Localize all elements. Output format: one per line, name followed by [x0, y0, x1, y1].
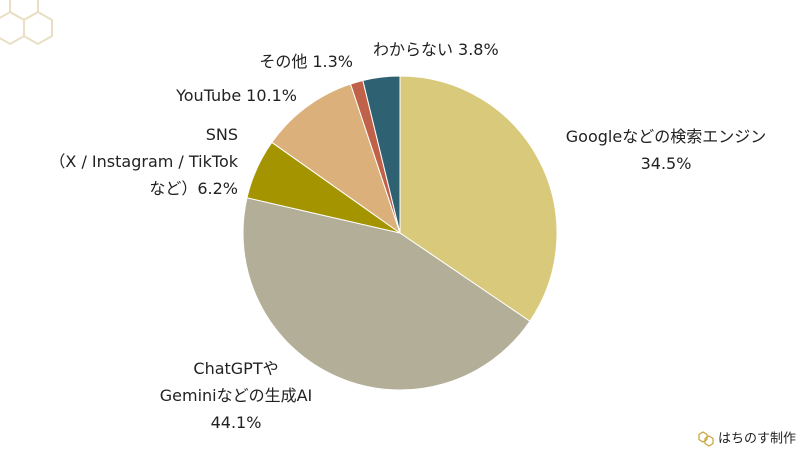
label-line: SNS: [206, 125, 238, 144]
value-label: 1.3%: [312, 52, 353, 71]
label-line: ChatGPTや: [193, 359, 278, 378]
slice-label: わからない 3.8%: [373, 40, 499, 59]
value-label: 10.1%: [246, 86, 297, 105]
slice-label: ChatGPTや Geminiなどの生成AI 44.1%: [160, 359, 313, 432]
label-line: わからない: [373, 40, 453, 59]
pie-slice: [399, 75, 558, 322]
pie-slice: [362, 75, 401, 234]
value-label: 34.5%: [641, 154, 692, 173]
slice-label: YouTube 10.1%: [175, 86, 297, 105]
label-line: Googleなどの検索エンジン: [566, 127, 766, 146]
label-line: Geminiなどの生成AI: [160, 386, 313, 405]
pie-slice: [271, 83, 401, 235]
label-line: YouTube: [175, 86, 241, 105]
watermark-logo: [698, 431, 714, 447]
pie-slice: [242, 197, 531, 391]
slice-label: SNS （X / Instagram / TikTok など）6.2%: [49, 125, 238, 198]
label-line: など）: [149, 179, 197, 198]
slice-label: Googleなどの検索エンジン 34.5%: [566, 127, 766, 173]
value-label: 44.1%: [211, 413, 262, 432]
slice-label: その他 1.3%: [259, 52, 353, 71]
watermark: はちのす制作: [718, 432, 796, 447]
label-line: その他: [259, 52, 307, 71]
value-label: 6.2%: [197, 179, 238, 198]
label-line: （X / Instagram / TikTok: [49, 152, 238, 171]
value-label: 3.8%: [458, 40, 499, 59]
logo: [0, 0, 53, 46]
